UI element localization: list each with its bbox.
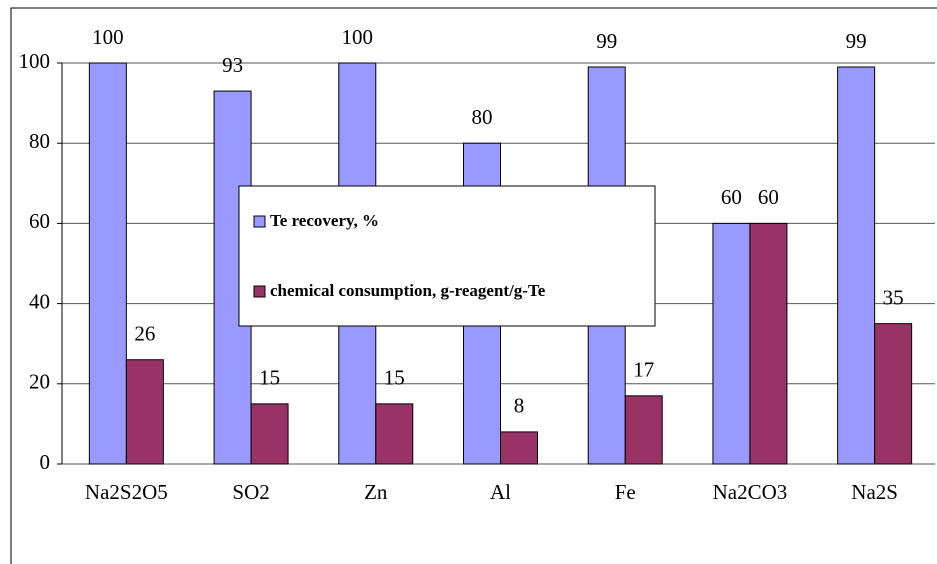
chart-frame: [10, 7, 937, 564]
y-tick-label: 80: [29, 129, 50, 153]
data-label: 15: [259, 366, 280, 390]
data-label: 15: [384, 366, 405, 390]
data-label: 80: [472, 105, 493, 129]
y-tick-label: 20: [29, 370, 50, 394]
legend-label: chemical consumption, g-reagent/g-Te: [270, 281, 546, 300]
legend-label: Te recovery, %: [270, 211, 379, 230]
x-tick-label: Fe: [615, 480, 636, 504]
data-label: 17: [633, 358, 654, 382]
y-tick-label: 40: [29, 289, 50, 313]
x-tick-label: SO2: [232, 480, 269, 504]
x-tick-label: Zn: [364, 480, 388, 504]
data-label: 93: [222, 53, 243, 77]
y-tick-label: 0: [40, 450, 51, 474]
bar: [500, 431, 538, 465]
data-label: 60: [758, 185, 779, 209]
legend-swatch: [253, 215, 266, 228]
x-tick-label: Al: [490, 480, 511, 504]
data-label: 100: [92, 25, 124, 49]
bar: [837, 66, 876, 465]
data-label: 8: [514, 394, 525, 418]
data-label: 99: [846, 29, 867, 53]
x-tick-label: Na2CO3: [713, 480, 788, 504]
legend-swatch: [253, 285, 266, 298]
data-label: 60: [721, 185, 742, 209]
bar: [125, 359, 164, 465]
bar: [88, 62, 127, 465]
bar: [250, 403, 289, 465]
bar: [712, 222, 751, 465]
data-label: 35: [883, 285, 904, 309]
legend-box: [238, 185, 656, 327]
x-tick-label: Na2S: [851, 480, 898, 504]
data-label: 99: [596, 29, 617, 53]
bar: [749, 222, 788, 465]
data-label: 100: [342, 25, 374, 49]
y-tick-label: 60: [29, 209, 50, 233]
data-label: 26: [134, 322, 155, 346]
y-tick-label: 100: [19, 49, 51, 73]
bar: [375, 403, 414, 465]
bar: [624, 395, 663, 465]
x-tick-label: Na2S2O5: [85, 480, 168, 504]
bar: [874, 323, 913, 465]
